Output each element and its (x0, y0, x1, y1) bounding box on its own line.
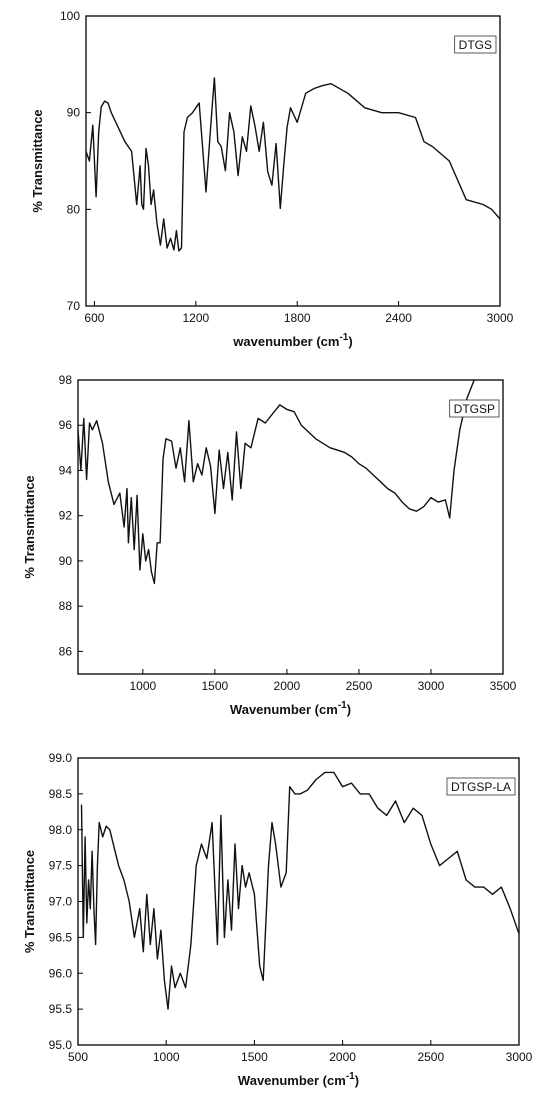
y-tick-label: 92 (59, 509, 73, 523)
x-tick-label: 600 (84, 311, 104, 325)
legend-label: DTGSP (454, 402, 495, 416)
y-tick-label: 94 (59, 463, 73, 477)
y-tick-label: 88 (59, 599, 73, 613)
y-axis-title: % Transmittance (22, 475, 37, 578)
x-tick-label: 1000 (153, 1050, 180, 1064)
series-line (80, 771, 520, 1010)
x-tick-label: 2400 (385, 311, 412, 325)
y-tick-label: 80 (67, 202, 81, 216)
y-tick-label: 90 (59, 554, 73, 568)
y-tick-label: 98.5 (49, 787, 73, 801)
x-tick-label: 2000 (329, 1050, 356, 1064)
x-tick-label: 1500 (241, 1050, 268, 1064)
y-tick-label: 98 (59, 373, 73, 387)
legend-box (449, 399, 500, 418)
y-tick-label: 97.0 (49, 895, 73, 909)
plot-frame (77, 379, 504, 675)
legend-label: DTGSP-LA (451, 780, 511, 794)
x-tick-label: 3000 (487, 311, 514, 325)
series-line (85, 77, 501, 252)
chart-dtgsp: 1000 1500 2000 2500 3000 3500 86 88 90 92 94 96 98 Wa… (22, 373, 517, 717)
x-tick-label: 500 (68, 1050, 88, 1064)
x-axis-title: Wavenumber (cm-1) (238, 1071, 359, 1088)
x-axis-title-tail: ) (347, 702, 351, 717)
x-tick-label: 3000 (506, 1050, 533, 1064)
y-tick-label: 99.0 (49, 751, 73, 765)
legend-box (454, 35, 497, 54)
y-axis-title: % Transmittance (22, 850, 37, 953)
x-axis-title-text: Wavenumber (cm (230, 702, 338, 717)
y-tick-label: 96.5 (49, 930, 73, 944)
x-axis-title-tail: ) (348, 334, 352, 349)
legend-label: DTGS (459, 38, 492, 52)
x-axis-title-superscript: -1 (346, 1071, 355, 1082)
y-axis-title: % Transmittance (30, 109, 45, 212)
plot-frame (85, 15, 501, 307)
y-tick-label: 97.5 (49, 859, 73, 873)
y-tick-label: 98.0 (49, 823, 73, 837)
chart-dtgs: 600 1200 1800 2400 3000 70 80 90 100 wavenumber (… (30, 9, 514, 349)
x-tick-label: 3500 (490, 679, 517, 693)
x-axis-title-superscript: -1 (338, 700, 347, 711)
x-tick-label: 1800 (284, 311, 311, 325)
series-line (77, 379, 475, 585)
x-tick-label: 1200 (182, 311, 209, 325)
legend: DTGS (454, 35, 497, 54)
legend-box (446, 777, 516, 796)
x-tick-label: 2500 (417, 1050, 444, 1064)
x-tick-label: 1000 (129, 679, 156, 693)
x-axis-title: wavenumber (cm-1) (232, 332, 352, 349)
legend: DTGSP (449, 399, 500, 418)
x-axis-title-superscript: -1 (339, 332, 348, 343)
x-tick-label: 1500 (202, 679, 229, 693)
plot-frame (77, 757, 520, 1046)
chart-dtgsp-la: 500 1000 1500 2000 2500 3000 95.0 95.5 96.0 96.5 9… (22, 751, 533, 1088)
x-tick-label: 3000 (418, 679, 445, 693)
x-axis-title-tail: ) (355, 1073, 359, 1088)
y-tick-label: 70 (67, 299, 81, 313)
y-tick-label: 100 (60, 9, 80, 23)
y-tick-label: 95.0 (49, 1038, 73, 1052)
y-tick-label: 86 (59, 644, 73, 658)
x-tick-label: 2500 (346, 679, 373, 693)
x-axis-title: Wavenumber (cm-1) (230, 700, 351, 717)
y-tick-label: 96.0 (49, 966, 73, 980)
y-tick-label: 96 (59, 418, 73, 432)
x-axis-title-text: Wavenumber (cm (238, 1073, 346, 1088)
y-tick-label: 90 (67, 106, 81, 120)
y-tick-label: 95.5 (49, 1002, 73, 1016)
x-tick-label: 2000 (274, 679, 301, 693)
legend: DTGSP-LA (446, 777, 516, 796)
x-axis-title-text: wavenumber (cm (232, 334, 339, 349)
